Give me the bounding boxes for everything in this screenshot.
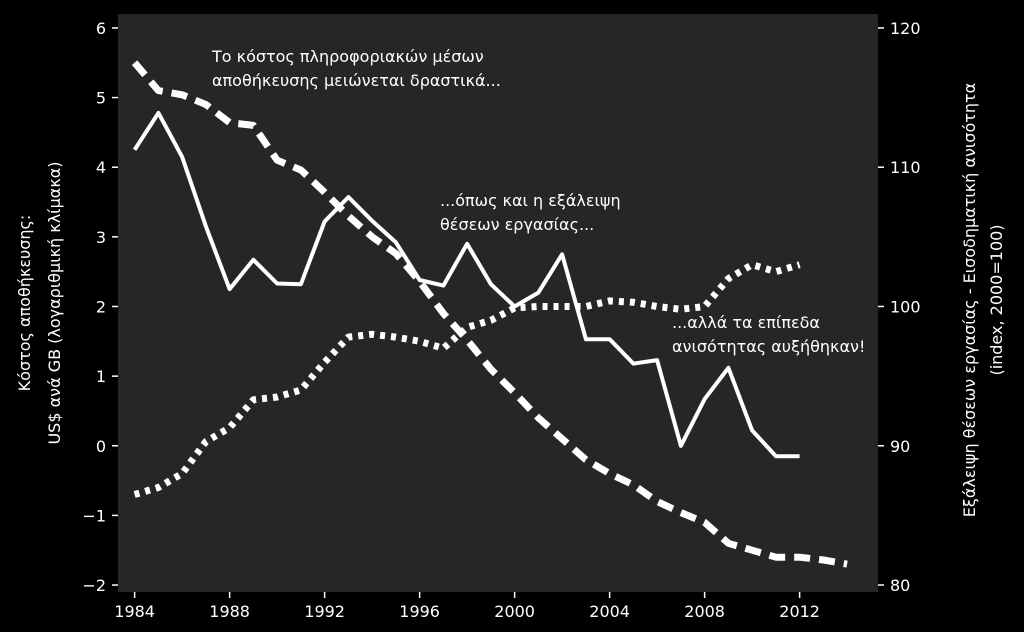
annotation-text: ανισότητας αυξήθηκαν!	[672, 337, 865, 356]
x-tick-label: 1992	[304, 602, 345, 621]
y-left-tick-label: 2	[96, 297, 106, 316]
y-right-axis-title: Εξάλειψη θέσεων εργασίας - Εισοδηματική …	[960, 83, 979, 517]
y-left-tick-label: 4	[96, 158, 106, 177]
x-tick-label: 1988	[209, 602, 250, 621]
y-left-tick-label: 3	[96, 228, 106, 247]
plot-area	[118, 14, 878, 592]
y-left-axis-title: Κόστος αποθήκευσης:	[15, 215, 34, 392]
y-left-tick-label: −1	[82, 506, 106, 525]
y-left-tick-label: −2	[82, 576, 106, 595]
y-right-axis-title: (index, 2000=100)	[987, 224, 1006, 375]
y-left-axis-title: US$ ανά GB (λογαριθμική κλίμακα)	[45, 161, 64, 444]
x-tick-label: 1996	[399, 602, 440, 621]
y-left-tick-label: 5	[96, 89, 106, 108]
annotation-text: ...όπως και η εξάλειψη	[440, 191, 621, 210]
y-right-tick-label: 100	[890, 297, 921, 316]
y-right-tick-label: 90	[890, 437, 910, 456]
series-solid-line	[132, 110, 800, 459]
annotation-text: θέσεων εργασίας...	[440, 215, 594, 234]
x-tick-label: 2008	[684, 602, 725, 621]
annotation-text: ...αλλά τα επίπεδα	[672, 313, 820, 332]
y-left-tick-label: 0	[96, 437, 106, 456]
series-dashed-line	[131, 60, 848, 568]
series-dotted-line	[133, 261, 801, 498]
annotation-text: Το κόστος πληροφοριακών μέσων	[211, 47, 484, 66]
y-left-tick-label: 1	[96, 367, 106, 386]
x-tick-label: 2000	[494, 602, 535, 621]
y-left-tick-label: 6	[96, 19, 106, 38]
y-right-tick-label: 80	[890, 576, 910, 595]
y-right-tick-label: 110	[890, 158, 921, 177]
y-right-tick-label: 120	[890, 19, 921, 38]
x-tick-label: 2012	[779, 602, 820, 621]
annotation-text: αποθήκευσης μειώνεται δραστικά...	[212, 71, 501, 90]
x-tick-label: 1984	[114, 602, 155, 621]
x-tick-label: 2004	[589, 602, 630, 621]
